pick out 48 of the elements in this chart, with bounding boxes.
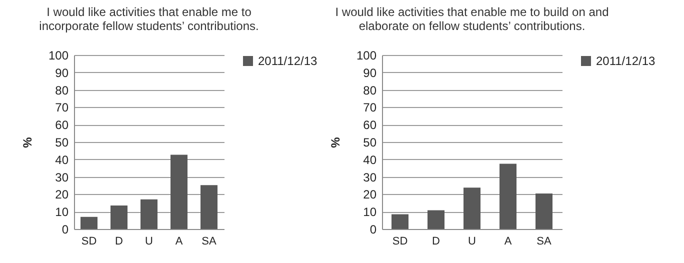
y-tick-label: 50 <box>363 136 377 150</box>
y-tick-label: 20 <box>363 188 377 202</box>
x-tick-label: D <box>432 236 440 248</box>
x-tick-label: SA <box>202 236 217 248</box>
y-tick-label: 10 <box>363 205 377 220</box>
x-tick-label: SA <box>536 236 552 248</box>
x-tick-label: SD <box>81 236 97 248</box>
y-tick-label: 70 <box>363 100 377 115</box>
legend-label: 2011/12/13 <box>258 54 318 68</box>
x-tick-label: U <box>145 236 154 248</box>
chart-title: I would like activities that enable me to incorporate fellow students’ contributions. <box>39 5 259 33</box>
bar <box>200 185 218 229</box>
bar <box>140 199 158 229</box>
y-tick-label: 40 <box>55 152 69 167</box>
y-tick-label: 80 <box>55 83 69 98</box>
y-tick-label: 0 <box>370 222 377 236</box>
x-tick-label: D <box>115 236 124 248</box>
y-tick-label: 80 <box>363 83 377 98</box>
legend-label: 2011/12/13 <box>596 54 656 68</box>
chart-title: I would like activities that enable me to build on and elaborate on fellow students’ contributions. <box>335 5 609 33</box>
y-tick-label: 100 <box>356 48 377 62</box>
y-tick-label: 20 <box>55 188 69 202</box>
bar <box>428 210 444 229</box>
y-tick-label: 40 <box>363 152 377 167</box>
x-tick-label: A <box>175 236 184 248</box>
y-tick-label: 90 <box>363 66 377 80</box>
bar <box>170 154 188 229</box>
y-tick-label: 60 <box>363 118 377 132</box>
y-tick-label: 30 <box>363 170 377 184</box>
bar <box>110 206 128 229</box>
y-tick-label: 70 <box>55 100 69 115</box>
y-tick-label: 90 <box>55 66 69 80</box>
bar <box>464 188 480 229</box>
y-axis-title: % <box>328 136 342 148</box>
y-tick-label: 10 <box>55 205 69 220</box>
y-tick-label: 60 <box>55 118 69 132</box>
y-tick-label: 0 <box>62 222 69 236</box>
y-tick-label: 30 <box>55 170 69 184</box>
bar <box>500 164 516 229</box>
y-tick-label: 100 <box>48 48 69 62</box>
x-tick-label: SD <box>392 236 408 248</box>
bar <box>536 194 552 229</box>
x-tick-label: U <box>468 236 476 248</box>
y-tick-label: 50 <box>55 136 69 150</box>
x-tick-label: A <box>504 236 512 248</box>
bar <box>80 216 98 229</box>
bar <box>392 214 408 229</box>
y-axis-title: % <box>20 136 34 148</box>
